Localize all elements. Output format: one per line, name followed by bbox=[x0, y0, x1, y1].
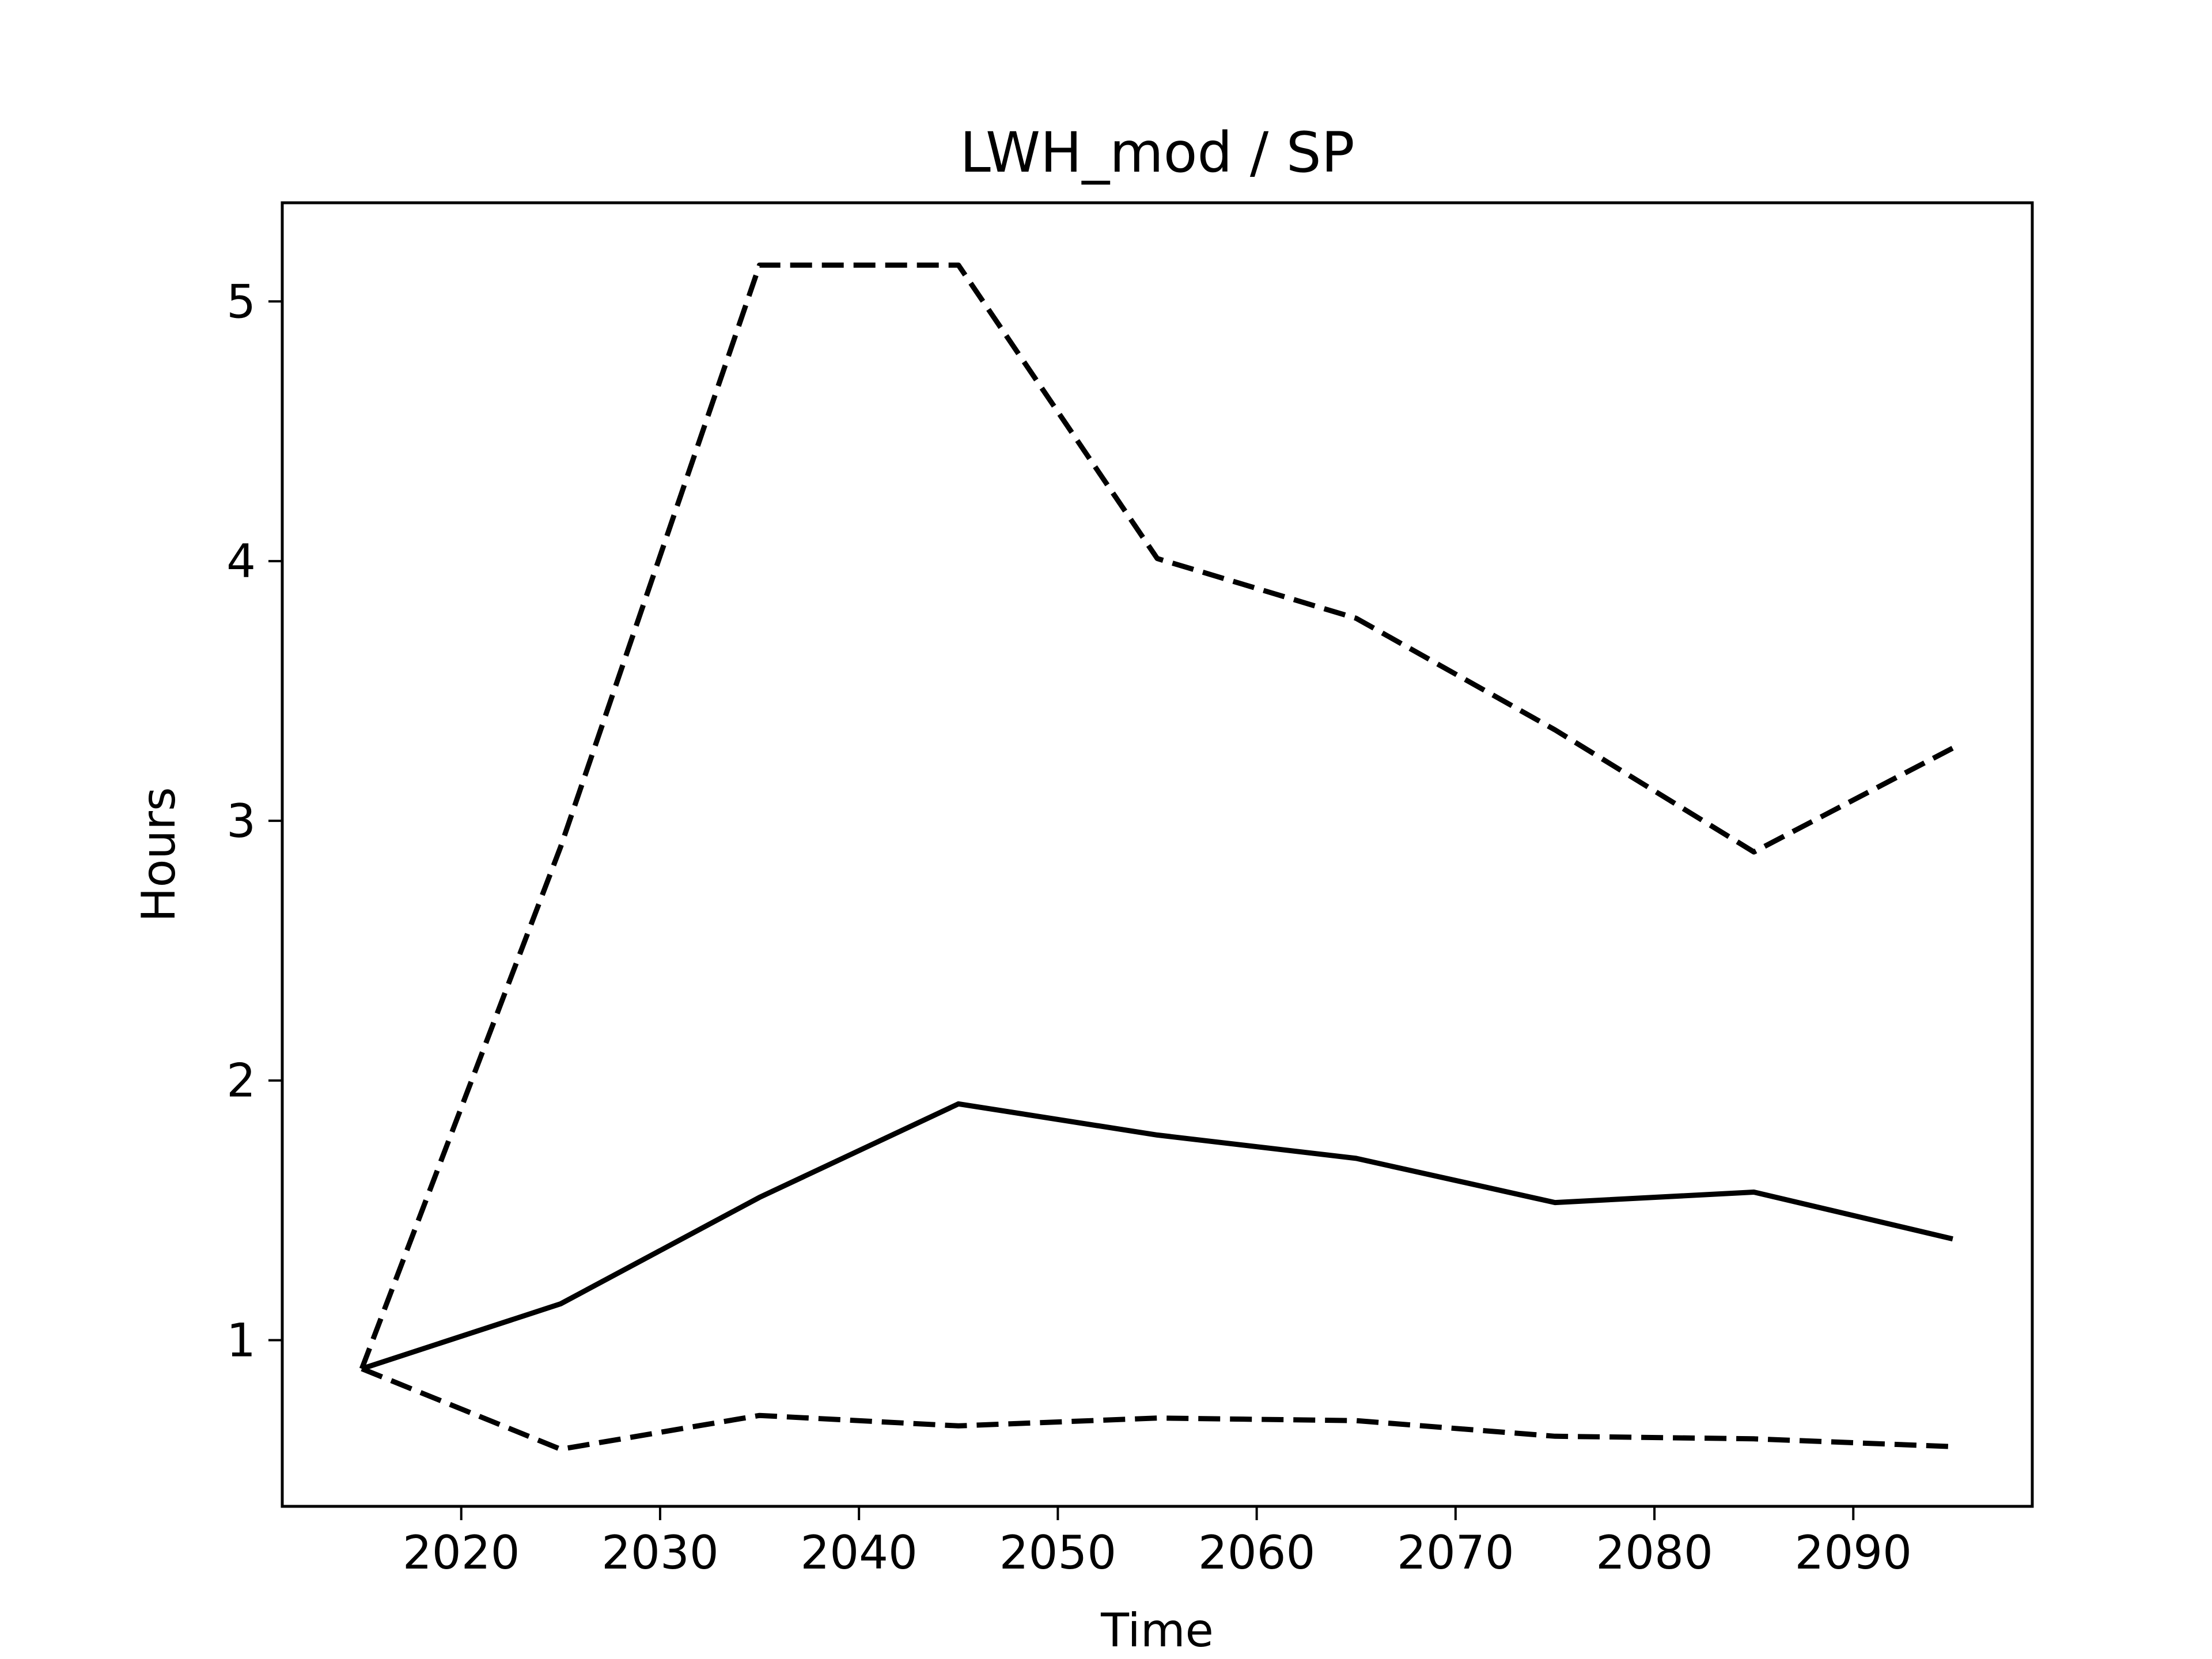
y-tick-label: 5 bbox=[226, 275, 256, 328]
y-tick-label: 4 bbox=[226, 535, 256, 588]
series-line-1-solid bbox=[361, 1101, 1953, 1372]
series-line-3-dashed bbox=[361, 1366, 1953, 1452]
y-tick-label: 1 bbox=[226, 1313, 256, 1367]
x-tick-label: 2030 bbox=[601, 1526, 719, 1580]
x-tick-label: 2040 bbox=[800, 1526, 918, 1580]
series-layer bbox=[359, 262, 1954, 1452]
y-tick-label: 2 bbox=[226, 1054, 256, 1108]
x-tick-label: 2060 bbox=[1198, 1526, 1316, 1580]
x-axis-title: Time bbox=[1100, 1604, 1214, 1657]
x-tick-label: 2070 bbox=[1397, 1526, 1514, 1580]
y-axis-title: Hours bbox=[132, 787, 185, 922]
series-line-2-dashed bbox=[359, 262, 1954, 1370]
y-axis-ticks: 1 2 3 4 5 bbox=[226, 275, 282, 1367]
x-tick-label: 2050 bbox=[999, 1526, 1117, 1580]
x-tick-label: 2090 bbox=[1794, 1526, 1912, 1580]
x-axis-ticks: 2020 2030 2040 2050 2060 2070 2080 2090 bbox=[403, 1506, 1912, 1580]
x-tick-label: 2020 bbox=[403, 1526, 520, 1580]
y-tick-label: 3 bbox=[226, 794, 256, 848]
chart-title: LWH_mod / SP bbox=[960, 120, 1354, 185]
x-tick-label: 2080 bbox=[1596, 1526, 1713, 1580]
plot-area-frame bbox=[281, 201, 2034, 1508]
